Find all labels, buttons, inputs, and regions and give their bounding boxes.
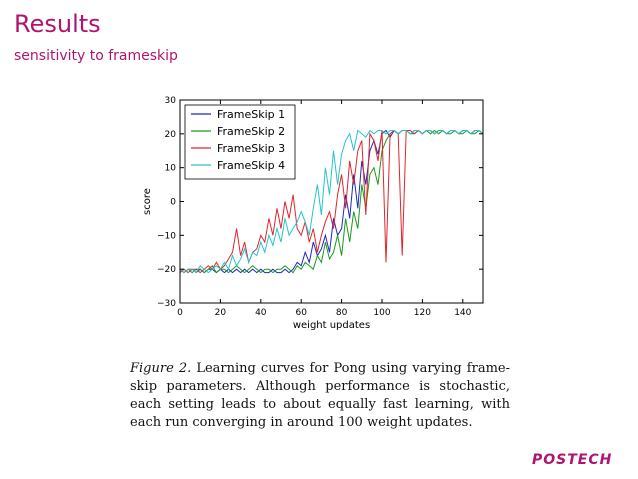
y-tick-label: 30 (165, 96, 177, 106)
axis-ticks: 0 20 40 60 80 100 120 140 −30 −20 −10 0 10 20 30 (157, 96, 483, 318)
x-axis-label: weight updates (293, 320, 370, 331)
x-tick-label: 100 (373, 308, 390, 318)
slide-title: Results (14, 10, 101, 38)
series-line-4 (179, 129, 484, 274)
legend-label: FrameSkip 4 (217, 159, 285, 172)
postech-logo: POSTECH (532, 452, 613, 468)
x-tick-label: 40 (255, 308, 267, 318)
legend: FrameSkip 1 FrameSkip 2 FrameSkip 3 FrameSk… (184, 104, 296, 180)
plot-lines (179, 129, 484, 274)
x-tick-label: 80 (336, 308, 348, 318)
y-tick-label: −20 (157, 265, 176, 275)
x-tick-label: 0 (177, 308, 183, 318)
x-tick-label: 120 (414, 308, 431, 318)
legend-box (184, 104, 296, 180)
caption-text: Learning curves for Pong using varying f… (130, 361, 510, 430)
x-tick-label: 60 (295, 308, 307, 318)
x-tick-label: 20 (215, 308, 227, 318)
figure-caption: Figure 2. Learning curves for Pong using… (130, 360, 510, 432)
legend-label: FrameSkip 2 (217, 125, 285, 138)
x-tick-label: 140 (454, 308, 471, 318)
y-tick-label: 20 (165, 130, 177, 140)
y-tick-label: 0 (170, 198, 176, 208)
y-axis-label: score (142, 188, 153, 215)
y-tick-label: −30 (157, 299, 176, 309)
y-tick-label: 10 (165, 164, 177, 174)
legend-label: FrameSkip 1 (217, 108, 285, 121)
legend-label: FrameSkip 3 (217, 142, 285, 155)
caption-label: Figure 2. (130, 361, 192, 376)
slide-subtitle: sensitivity to frameskip (14, 48, 178, 64)
y-tick-label: −10 (157, 231, 176, 241)
